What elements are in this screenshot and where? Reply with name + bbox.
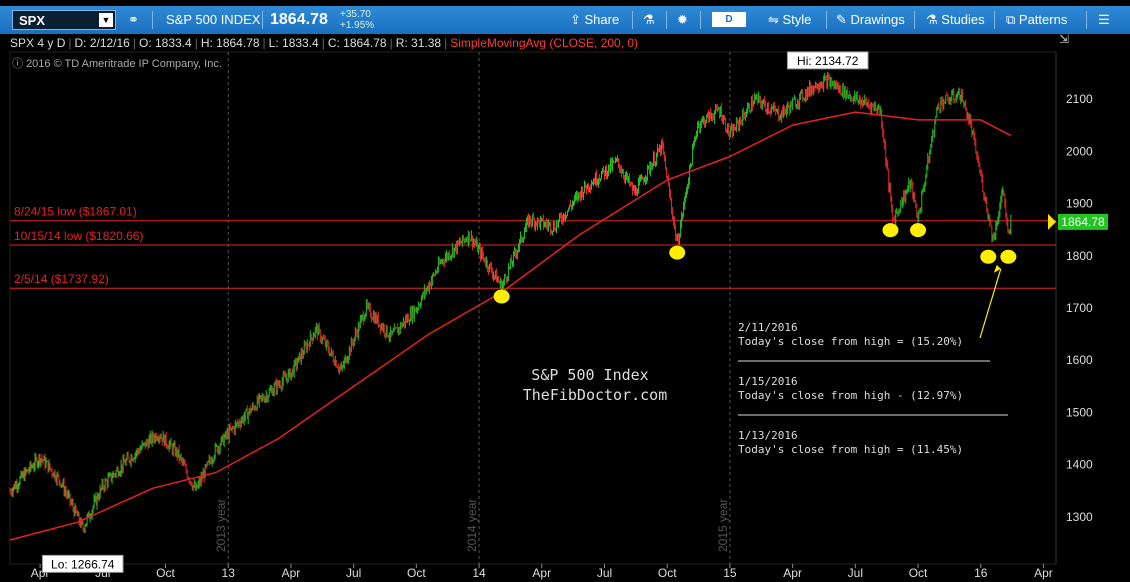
- copyright-notice: ⓘ 2016 © TD Ameritrade IP Company, Inc.: [12, 58, 222, 70]
- x-tick-label: Jul: [597, 566, 612, 580]
- range-value: R: 31.38: [395, 36, 442, 50]
- x-tick-label: 16: [974, 566, 988, 580]
- year-label: 2013 year: [214, 499, 228, 552]
- open-value: O: 1833.4: [138, 36, 192, 50]
- x-tick-label: Apr: [1034, 566, 1053, 580]
- y-tick-label: 1400: [1066, 458, 1093, 472]
- pencil-icon: ✎: [836, 12, 851, 27]
- flask-icon: ⚗: [926, 12, 942, 27]
- high-value: H: 1864.78: [200, 36, 260, 50]
- current-price-box: [1058, 213, 1108, 230]
- x-tick-label: 15: [723, 566, 737, 580]
- x-tick-label: Apr: [532, 566, 551, 580]
- x-tick-label: Oct: [909, 566, 928, 580]
- chart-info-bar: SPX 4 y D | D: 2/12/16 | O: 1833.4 | H: 1864.7…: [10, 36, 639, 50]
- drawings-button[interactable]: ✎ Drawings: [836, 12, 905, 27]
- y-tick-label: 1800: [1066, 249, 1093, 263]
- y-tick-label: 1300: [1066, 510, 1093, 524]
- y-tick-label: 1600: [1066, 353, 1093, 367]
- note-date: 2/11/2016: [738, 321, 798, 334]
- symbol-name: S&P 500 INDEX: [166, 12, 261, 27]
- plot-area: [9, 51, 1057, 565]
- note-text: Today's close from high = (15.20%): [738, 335, 963, 348]
- gear-icon[interactable]: ✹: [677, 12, 688, 27]
- support-level-label: 10/15/14 low ($1820.66): [14, 229, 143, 243]
- low-label: Lo: 1266.74: [51, 557, 115, 571]
- chart-subtitle: TheFibDoctor.com: [523, 386, 668, 404]
- y-tick-label: 2100: [1066, 92, 1093, 106]
- low-marker: [1000, 249, 1017, 264]
- x-tick-label: 13: [222, 566, 236, 580]
- high-label-box: [786, 51, 869, 70]
- high-label: Hi: 2134.72: [797, 54, 859, 68]
- symbol-text: SPX: [19, 13, 46, 28]
- last-price: 1864.78: [270, 11, 328, 28]
- style-icon: ⇋: [768, 12, 783, 27]
- x-tick-label: Oct: [156, 566, 175, 580]
- studies-button[interactable]: ⚗ Studies: [926, 12, 985, 27]
- toolbar: SPX ▼ ⚭ S&P 500 INDEX 1864.78 +35.70 +1.…: [0, 6, 1130, 34]
- low-marker: [669, 245, 686, 260]
- style-button[interactable]: ⇋ Style: [768, 12, 812, 27]
- close-value: C: 1864.78: [327, 36, 387, 50]
- menu-icon[interactable]: ☰: [1098, 12, 1110, 27]
- chevron-down-icon[interactable]: ▼: [99, 13, 113, 27]
- bar-date: D: 2/12/16: [74, 36, 130, 50]
- x-tick-label: Oct: [658, 566, 677, 580]
- x-tick-label: Jul: [346, 566, 361, 580]
- low-marker: [910, 223, 927, 238]
- x-tick-label: Apr: [783, 566, 802, 580]
- sma200-line: [9, 111, 1012, 541]
- note-date: 1/13/2016: [738, 429, 798, 442]
- symbol-period: SPX 4 y D: [10, 36, 66, 50]
- period-selector[interactable]: D: [712, 12, 746, 27]
- arrow-head: [993, 264, 1001, 273]
- flask-icon[interactable]: ⚗: [643, 12, 655, 27]
- x-tick-label: Jul: [848, 566, 863, 580]
- current-price-label: 1864.78: [1061, 215, 1105, 229]
- note-date: 1/15/2016: [738, 375, 798, 388]
- year-label: 2014 year: [465, 499, 479, 552]
- patterns-icon: ⧉: [1006, 12, 1019, 27]
- low-value: L: 1833.4: [268, 36, 319, 50]
- y-tick-label: 1700: [1066, 301, 1093, 315]
- price-flag-icon: [1048, 213, 1056, 230]
- collapse-icon[interactable]: ⇲: [1059, 32, 1070, 46]
- link-icon[interactable]: ⚭: [128, 12, 139, 27]
- y-tick-label: 1900: [1066, 197, 1093, 211]
- symbol-input[interactable]: SPX ▼: [12, 10, 116, 30]
- chart-title: S&P 500 Index: [531, 366, 648, 384]
- x-tick-label: Apr: [282, 566, 301, 580]
- patterns-button[interactable]: ⧉ Patterns: [1006, 12, 1068, 27]
- info-icon: ⓘ: [12, 58, 27, 70]
- low-marker: [493, 289, 510, 304]
- candles: [9, 71, 1012, 534]
- share-button[interactable]: ⇪ Share: [570, 12, 620, 27]
- low-marker: [980, 249, 997, 264]
- note-text: Today's close from high - (12.97%): [738, 389, 963, 402]
- year-label: 2015 year: [716, 499, 730, 552]
- y-tick-label: 1500: [1066, 405, 1093, 419]
- annotation-arrow: [979, 268, 1002, 339]
- share-icon: ⇪: [570, 12, 585, 27]
- low-marker: [882, 223, 899, 238]
- support-level-label: 2/5/14 ($1737.92): [14, 272, 109, 286]
- note-text: Today's close from high = (11.45%): [738, 443, 963, 456]
- change-value: +35.70: [340, 9, 371, 20]
- low-label-box: [41, 554, 124, 573]
- change-percent: +1.95%: [340, 20, 375, 31]
- study-label: SimpleMovingAvg (CLOSE, 200, 0): [450, 36, 639, 50]
- price-change: +35.70 +1.95%: [340, 9, 374, 31]
- x-tick-label: Oct: [407, 566, 426, 580]
- y-tick-label: 2000: [1066, 144, 1093, 158]
- support-level-label: 8/24/15 low ($1867.01): [14, 205, 137, 219]
- x-tick-label: 14: [472, 566, 486, 580]
